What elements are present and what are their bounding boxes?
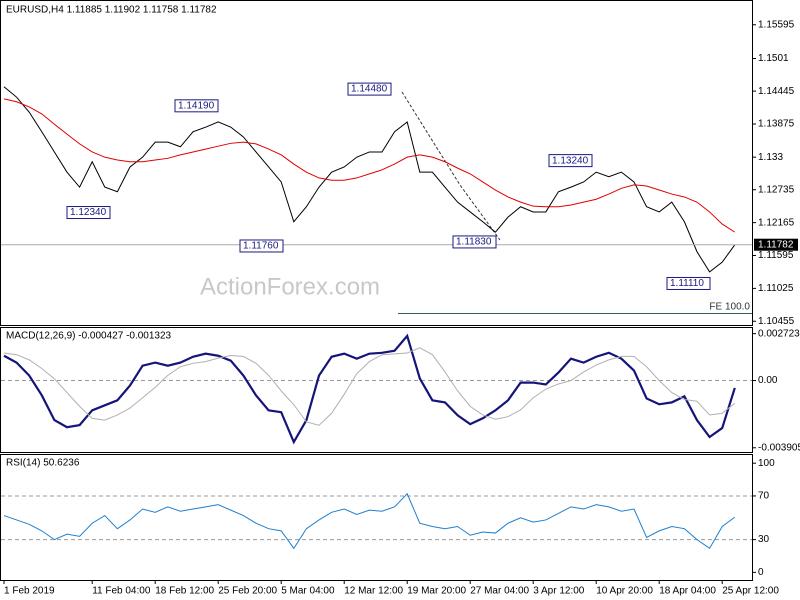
x-tick-label: 25 Apr 12:00 [722,586,779,597]
y-tick-label: 1.13875 [758,119,795,130]
annotation-box [452,235,497,249]
fe-label: FE 100.0 [709,302,750,313]
y-tick-label: 0 [758,567,764,578]
rsi-panel [0,454,753,581]
y-tick-label: 1.15595 [758,19,795,30]
projection-line [401,91,501,241]
x-tick-label: 19 Mar 20:00 [407,586,466,597]
annotation-label: 1.11830 [456,237,492,248]
x-tick-label: 11 Feb 04:00 [92,586,151,597]
header: EURUSD,H4 1.11885 1.11902 1.11758 1.1178… [6,5,217,16]
annotation-box [239,239,284,253]
y-tick-label: 100 [758,458,775,469]
series-line [3,492,736,550]
macd-title: MACD(12,26,9) -0.000427 -0.001323 [6,331,172,342]
annotation-label: 1.14480 [351,84,388,95]
x-tick-label: 25 Feb 20:00 [218,586,277,597]
annotation-box [548,154,593,168]
annotation-label: 1.12340 [70,207,107,218]
series-line [3,86,736,273]
last-price-label: 1.11782 [758,239,794,250]
x-tick-label: 12 Mar 12:00 [344,586,403,597]
x-tick-label: 1 Feb 2019 [4,586,55,597]
y-tick-label: 30 [758,534,770,545]
x-tick-label: 18 Feb 12:00 [155,586,214,597]
y-tick-label: 1.10455 [758,316,795,327]
y-tick-label: 70 [758,491,770,502]
series-line [3,333,736,445]
x-tick-label: 27 Mar 04:00 [470,586,529,597]
x-tick-label: 3 Apr 12:00 [533,586,585,597]
annotation-box [666,276,711,290]
y-tick-label: -0.003905 [758,442,800,453]
y-tick-label: 1.1501 [758,53,789,64]
x-tick-label: 5 Mar 04:00 [281,586,335,597]
last-price-box [754,238,798,251]
y-tick-label: 0.002723 [758,328,800,339]
annotation-label: 1.11760 [243,241,279,252]
annotation-box [174,99,219,113]
y-tick-label: 1.11595 [758,250,794,261]
annotation-label: 1.13240 [552,155,589,166]
price-panel [0,0,753,326]
annotation-label: 1.14190 [178,100,215,111]
annotation-label: 1.11110 [670,278,704,289]
x-tick-label: 10 Apr 20:00 [596,586,653,597]
y-tick-label: 1.14445 [758,86,795,97]
series-line [3,347,736,426]
series-line [3,98,736,233]
annotation-box [66,206,111,220]
rsi-title: RSI(14) 50.6236 [6,458,80,469]
y-tick-label: 1.11025 [758,283,794,294]
y-tick-label: 1.12735 [758,184,795,195]
annotation-box [347,82,392,96]
y-tick-label: 0.00 [758,375,778,386]
x-tick-label: 18 Apr 04:00 [659,586,716,597]
watermark: ActionForex.com [200,273,380,300]
y-tick-label: 1.12165 [758,217,795,228]
y-tick-label: 1.133 [758,152,783,163]
macd-panel [0,327,753,453]
